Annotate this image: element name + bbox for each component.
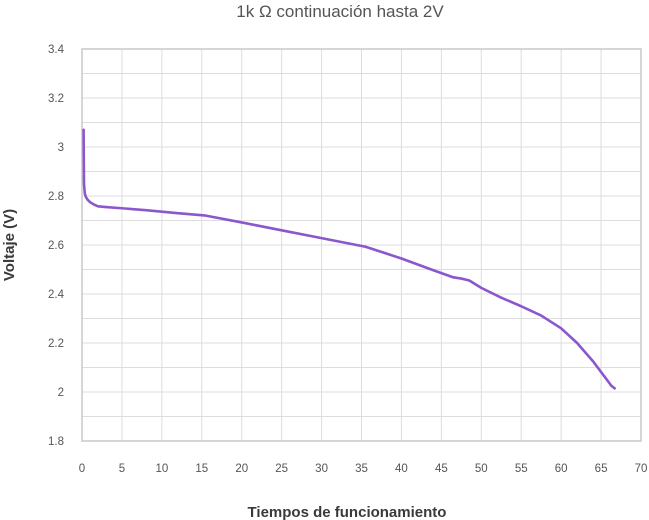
chart-title: 1k Ω continuación hasta 2V (236, 2, 444, 21)
y-tick-label: 3.4 (48, 44, 65, 56)
x-tick-label: 50 (475, 463, 488, 475)
x-tick-label: 45 (435, 463, 448, 475)
y-axis-label: Voltaje (V) (1, 209, 18, 281)
x-tick-label: 15 (195, 463, 208, 475)
x-axis-ticks: 0 5 10 15 20 25 30 35 40 45 50 55 60 65 70 (79, 463, 648, 475)
x-tick-label: 70 (635, 463, 648, 475)
x-tick-label: 20 (235, 463, 248, 475)
x-tick-label: 60 (555, 463, 568, 475)
x-tick-label: 55 (515, 463, 528, 475)
x-tick-label: 40 (395, 463, 408, 475)
x-tick-label: 5 (119, 463, 125, 475)
x-tick-label: 0 (79, 463, 85, 475)
x-tick-label: 65 (595, 463, 608, 475)
x-tick-label: 35 (355, 463, 368, 475)
series-line (82, 128, 616, 390)
y-axis-ticks: 1.8 2 2.2 2.4 2.6 2.8 3 3.2 3.4 (48, 44, 65, 448)
x-tick-label: 25 (275, 463, 288, 475)
x-tick-label: 30 (315, 463, 328, 475)
y-tick-label: 3 (58, 142, 64, 154)
x-axis-label: Tiempos de funcionamiento (248, 504, 447, 520)
y-tick-label: 2.6 (48, 240, 64, 252)
y-tick-label: 2.8 (48, 191, 64, 203)
y-tick-label: 1.8 (48, 436, 64, 448)
y-tick-label: 2.2 (48, 338, 64, 350)
grid (81, 48, 642, 442)
plot-frame (81, 48, 642, 442)
x-tick-label: 10 (155, 463, 168, 475)
y-tick-label: 3.2 (48, 93, 64, 105)
y-tick-label: 2 (58, 387, 64, 399)
y-tick-label: 2.4 (48, 289, 65, 301)
